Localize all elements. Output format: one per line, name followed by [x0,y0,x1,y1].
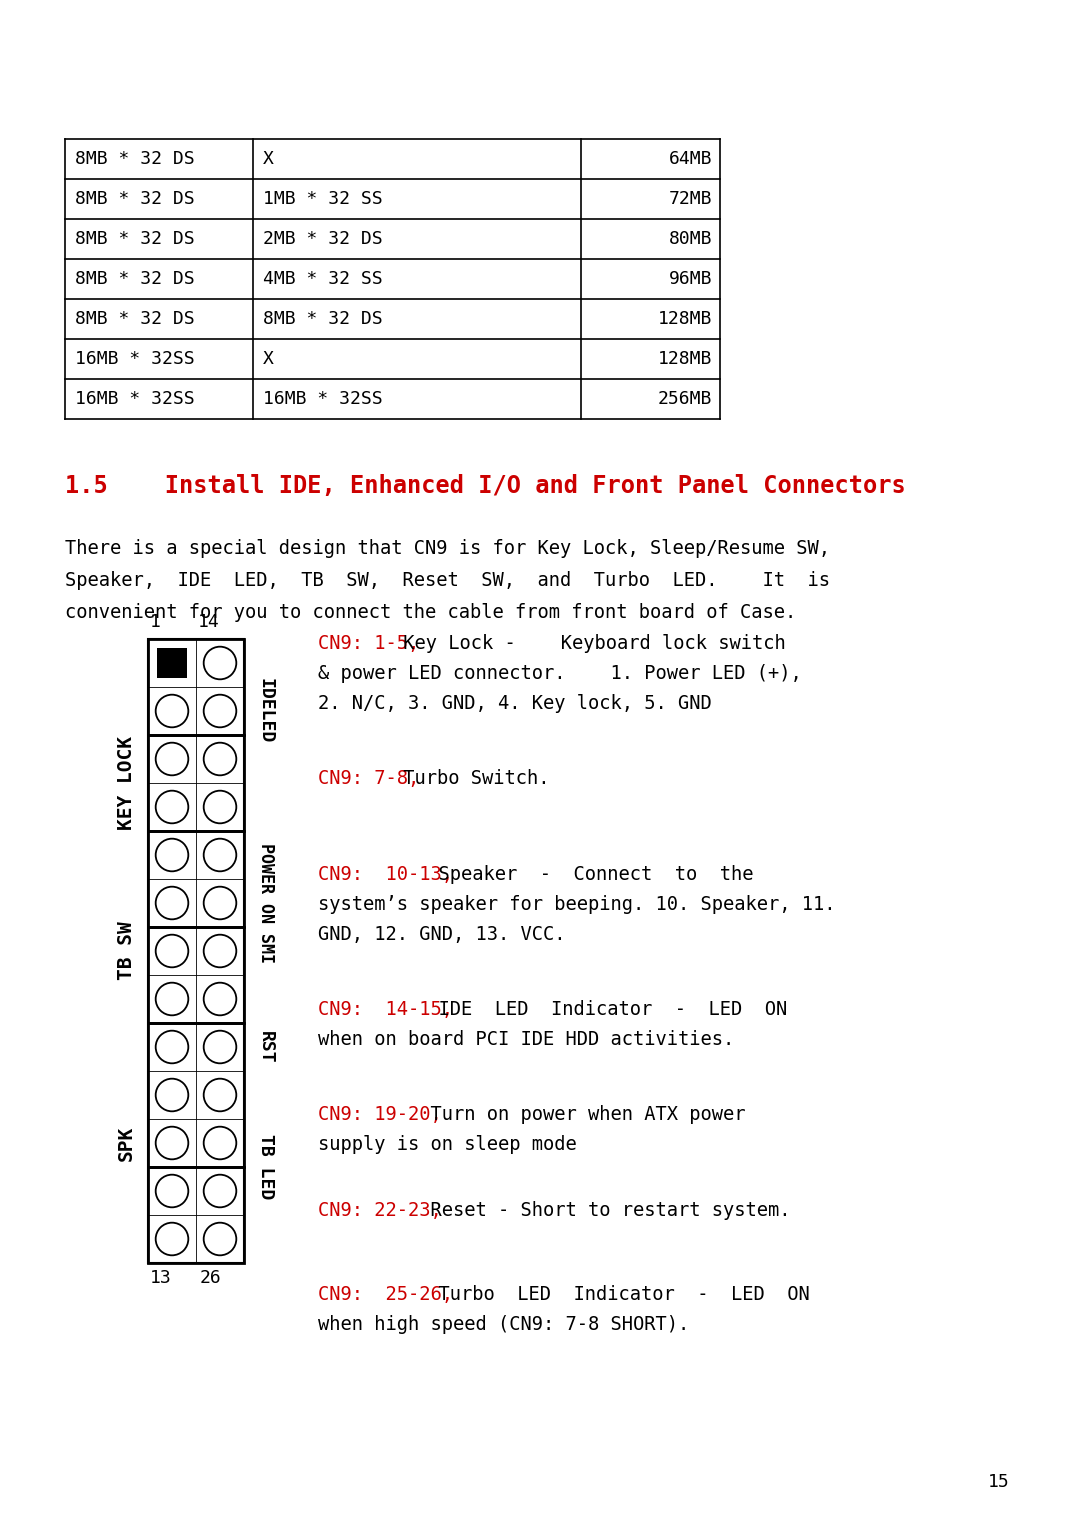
Bar [157,648,187,677]
Circle shape [204,790,237,823]
Circle shape [156,790,188,823]
Text: KEY LOCK: KEY LOCK [117,735,135,830]
Text: 256MB: 256MB [658,390,712,408]
Circle shape [156,1078,188,1112]
Text: system’s speaker for beeping. 10. Speaker, 11.: system’s speaker for beeping. 10. Speake… [318,894,836,914]
Text: Turbo  LED  Indicator  -  LED  ON: Turbo LED Indicator - LED ON [416,1284,810,1304]
Circle shape [156,1223,188,1255]
Circle shape [204,887,237,919]
Text: 8MB * 32 DS: 8MB * 32 DS [75,229,194,248]
Text: Turbo Switch.: Turbo Switch. [392,769,549,787]
Circle shape [156,1127,188,1159]
Text: CN9: 22-23,: CN9: 22-23, [318,1200,442,1220]
Text: CN9:  25-26,: CN9: 25-26, [318,1284,453,1304]
Bar [148,1167,244,1263]
Text: TB SW: TB SW [117,922,135,980]
Circle shape [156,839,188,872]
Text: X: X [264,150,274,168]
Text: 128MB: 128MB [658,350,712,368]
Text: 2. N/C, 3. GND, 4. Key lock, 5. GND: 2. N/C, 3. GND, 4. Key lock, 5. GND [318,694,712,713]
Text: 2MB * 32 DS: 2MB * 32 DS [264,229,382,248]
Text: There is a special design that CN9 is for Key Lock, Sleep/Resume SW,: There is a special design that CN9 is fo… [65,540,831,558]
Circle shape [204,934,237,968]
Text: 128MB: 128MB [658,310,712,329]
Circle shape [204,743,237,775]
Text: when high speed (CN9: 7-8 SHORT).: when high speed (CN9: 7-8 SHORT). [318,1315,689,1333]
Text: Speaker  -  Connect  to  the: Speaker - Connect to the [416,865,754,884]
Text: 16MB * 32SS: 16MB * 32SS [75,390,194,408]
Circle shape [204,1174,237,1208]
Text: SPK: SPK [117,1125,135,1161]
Text: Key Lock -    Keyboard lock switch: Key Lock - Keyboard lock switch [392,635,785,653]
Text: 72MB: 72MB [669,190,712,208]
Text: CN9: 7-8,: CN9: 7-8, [318,769,419,787]
Text: 16MB * 32SS: 16MB * 32SS [264,390,382,408]
Text: 8MB * 32 DS: 8MB * 32 DS [264,310,382,329]
Text: when on board PCI IDE HDD activities.: when on board PCI IDE HDD activities. [318,1031,734,1049]
Text: 16MB * 32SS: 16MB * 32SS [75,350,194,368]
Circle shape [204,1031,237,1063]
Text: TB LED: TB LED [257,1135,275,1200]
Text: 8MB * 32 DS: 8MB * 32 DS [75,271,194,287]
Text: POWER ON SMI: POWER ON SMI [257,842,275,963]
Circle shape [156,1031,188,1063]
Circle shape [204,1078,237,1112]
Bar [148,1023,244,1167]
Bar [148,639,244,1263]
Text: 8MB * 32 DS: 8MB * 32 DS [75,190,194,208]
Text: 1.5    Install IDE, Enhanced I/O and Front Panel Connectors: 1.5 Install IDE, Enhanced I/O and Front … [65,474,906,498]
Text: 14: 14 [198,613,219,631]
Text: 64MB: 64MB [669,150,712,168]
Text: IDELED: IDELED [257,679,275,743]
Circle shape [156,1174,188,1208]
Circle shape [156,934,188,968]
Text: supply is on sleep mode: supply is on sleep mode [318,1135,577,1154]
Circle shape [156,694,188,728]
Circle shape [204,1223,237,1255]
Text: CN9:  10-13,: CN9: 10-13, [318,865,453,884]
Text: 13: 13 [150,1269,172,1287]
Text: CN9: 19-20,: CN9: 19-20, [318,1105,442,1124]
Text: 15: 15 [988,1472,1010,1491]
Circle shape [204,983,237,1015]
Text: 26: 26 [200,1269,221,1287]
Text: 96MB: 96MB [669,271,712,287]
Circle shape [156,887,188,919]
Text: Reset - Short to restart system.: Reset - Short to restart system. [408,1200,791,1220]
Circle shape [204,839,237,872]
Circle shape [156,743,188,775]
Bar [148,830,244,927]
Text: convenient for you to connect the cable from front board of Case.: convenient for you to connect the cable … [65,602,796,622]
Text: 1MB * 32 SS: 1MB * 32 SS [264,190,382,208]
Text: RST: RST [257,1031,275,1063]
Text: 8MB * 32 DS: 8MB * 32 DS [75,310,194,329]
Circle shape [204,694,237,728]
Bar [148,927,244,1023]
Circle shape [204,647,237,679]
Bar [148,639,244,735]
Text: 4MB * 32 SS: 4MB * 32 SS [264,271,382,287]
Text: 8MB * 32 DS: 8MB * 32 DS [75,150,194,168]
Text: 1: 1 [150,613,161,631]
Text: Speaker,  IDE  LED,  TB  SW,  Reset  SW,  and  Turbo  LED.    It  is: Speaker, IDE LED, TB SW, Reset SW, and T… [65,570,831,590]
Text: 80MB: 80MB [669,229,712,248]
Circle shape [156,983,188,1015]
Text: & power LED connector.    1. Power LED (+),: & power LED connector. 1. Power LED (+), [318,664,801,683]
Text: CN9:  14-15,: CN9: 14-15, [318,1000,453,1018]
Text: X: X [264,350,274,368]
Text: IDE  LED  Indicator  -  LED  ON: IDE LED Indicator - LED ON [416,1000,787,1018]
Bar [148,735,244,830]
Text: Turn on power when ATX power: Turn on power when ATX power [408,1105,745,1124]
Text: CN9: 1-5,: CN9: 1-5, [318,635,419,653]
Circle shape [204,1127,237,1159]
Text: GND, 12. GND, 13. VCC.: GND, 12. GND, 13. VCC. [318,925,566,943]
